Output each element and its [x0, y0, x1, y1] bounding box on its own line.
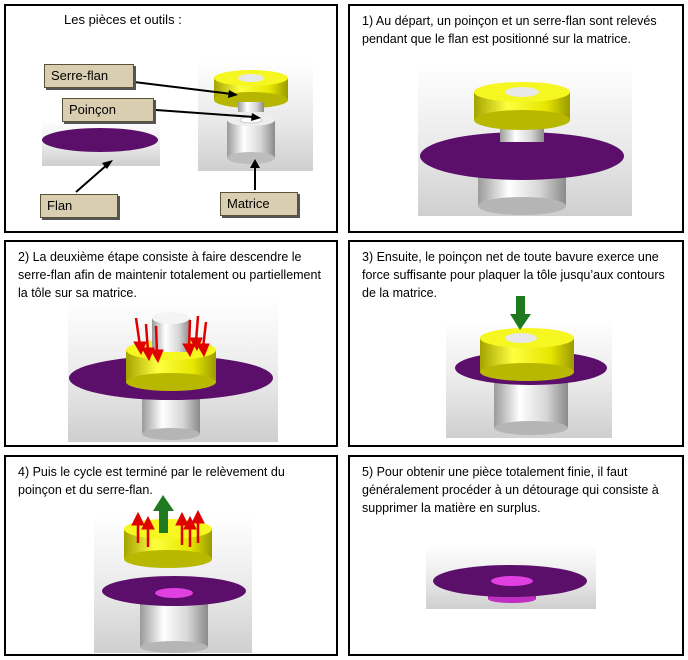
step-3-text: 3) Ensuite, le poinçon net de toute bavu…	[362, 250, 665, 300]
label-serre-flan: Serre-flan	[44, 64, 134, 88]
step-1-sheet	[420, 132, 624, 180]
step-4-up-arrows	[131, 509, 205, 547]
panel-step-5: 5) Pour obtenir une pièce totalement fin…	[348, 455, 684, 656]
panel-step-1: 1) Au départ, un poinçon et un serre-fla…	[348, 4, 684, 233]
step-3-down-arrow	[510, 296, 531, 330]
step-2-down-arrows	[133, 315, 210, 364]
flan-sheet	[42, 128, 158, 152]
step-1-text: 1) Au départ, un poinçon et un serre-fla…	[362, 14, 657, 46]
step-4-illustration	[94, 495, 252, 653]
label-flan: Flan	[40, 194, 118, 218]
step-3-illustration	[446, 296, 612, 438]
step-5-illustration	[426, 545, 596, 609]
label-matrice: Matrice	[220, 192, 298, 216]
step-5-text: 5) Pour obtenir une pièce totalement fin…	[362, 465, 659, 515]
step-1-illustration	[418, 64, 632, 216]
panel-title: Les pièces et outils :	[64, 12, 182, 27]
poincon-body	[238, 102, 264, 112]
step-2-illustration	[68, 300, 278, 442]
serre-flan-leader	[133, 81, 233, 95]
flan-leader	[75, 163, 109, 193]
step-4-text: 4) Puis le cycle est terminé par le relè…	[18, 465, 285, 497]
step-2-text: 2) La deuxième étape consiste à faire de…	[18, 250, 321, 300]
panel-step-3: 3) Ensuite, le poinçon net de toute bavu…	[348, 240, 684, 447]
panel-step-4: 4) Puis le cycle est terminé par le relè…	[4, 455, 338, 656]
parts-illustration	[42, 61, 313, 193]
label-poincon: Poinçon	[62, 98, 154, 122]
panel-parts-and-tools: Les pièces et outils : Serre-flan Poinço…	[4, 4, 338, 233]
panel-step-2: 2) La deuxième étape consiste à faire de…	[4, 240, 338, 447]
poincon-leader	[155, 109, 255, 118]
step-4-up-arrow	[153, 495, 174, 533]
matrice-body	[227, 120, 275, 158]
